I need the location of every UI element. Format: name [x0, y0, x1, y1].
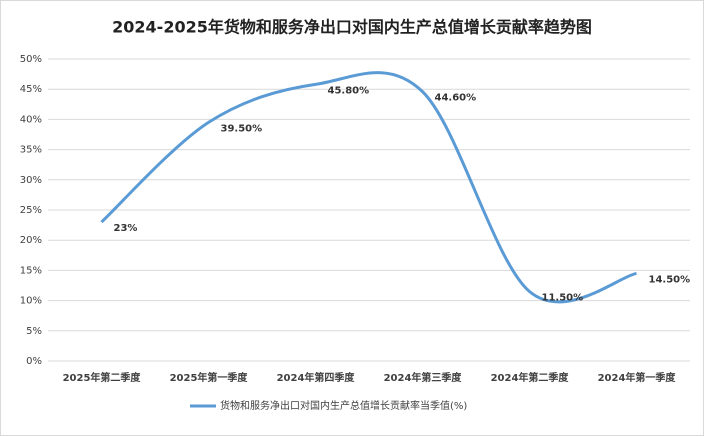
y-tick-label: 25%: [20, 205, 42, 216]
x-tick-label: 2025年第二季度: [63, 371, 142, 384]
data-label: 14.50%: [649, 274, 691, 285]
data-label: 11.50%: [542, 293, 584, 304]
x-tick-label: 2025年第一季度: [170, 371, 249, 384]
legend-label: 货物和服务净出口对国内生产总值增长贡献率当季值(%): [220, 399, 467, 412]
data-label: 44.60%: [435, 93, 477, 104]
y-tick-label: 40%: [20, 114, 42, 125]
data-label: 45.80%: [328, 85, 370, 96]
data-label: 23%: [114, 223, 138, 234]
x-tick-label: 2024年第一季度: [598, 371, 677, 384]
y-tick-label: 5%: [26, 326, 42, 337]
y-tick-label: 50%: [20, 54, 42, 65]
y-tick-label: 0%: [26, 356, 42, 367]
y-tick-label: 30%: [20, 175, 42, 186]
x-tick-label: 2024年第二季度: [491, 371, 570, 384]
x-tick-label: 2024年第四季度: [277, 371, 356, 384]
chart-title: 2024-2025年货物和服务净出口对国内生产总值增长贡献率趋势图: [112, 18, 592, 37]
series-line: [100, 71, 637, 304]
y-tick-label: 45%: [20, 84, 42, 95]
data-label: 39.50%: [221, 123, 263, 134]
y-tick-label: 10%: [20, 296, 42, 307]
y-tick-label: 35%: [20, 145, 42, 156]
x-tick-label: 2024年第三季度: [384, 371, 463, 384]
y-tick-label: 15%: [20, 265, 42, 276]
y-tick-label: 20%: [20, 235, 42, 246]
